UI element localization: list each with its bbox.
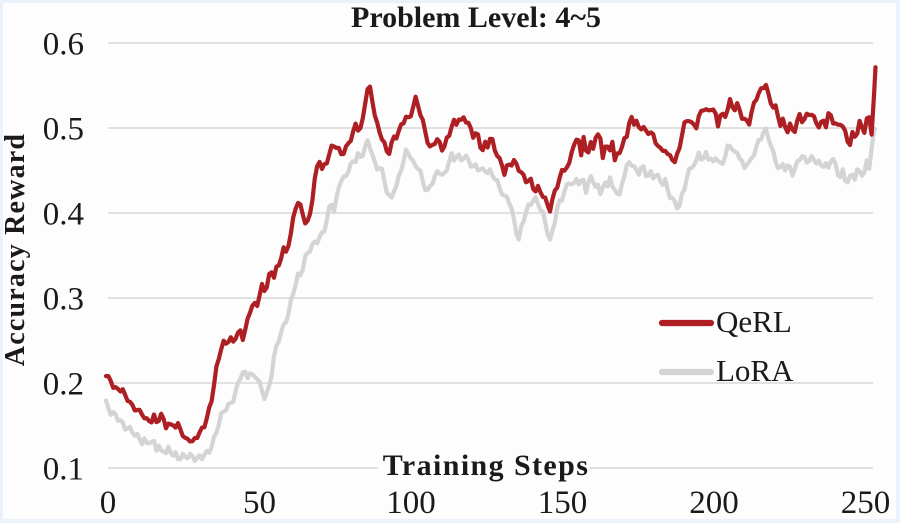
svg-text:LoRA: LoRA: [716, 353, 794, 388]
svg-text:100: 100: [386, 485, 436, 521]
svg-text:0.3: 0.3: [43, 282, 84, 318]
svg-text:150: 150: [538, 485, 588, 521]
svg-text:200: 200: [689, 485, 739, 521]
svg-text:Problem Level: 4~5: Problem Level: 4~5: [351, 1, 601, 34]
svg-text:Accuracy Reward: Accuracy Reward: [0, 133, 31, 366]
svg-text:0.4: 0.4: [43, 197, 84, 233]
svg-text:Training Steps: Training Steps: [383, 449, 590, 482]
svg-text:50: 50: [243, 485, 276, 521]
svg-text:QeRL: QeRL: [716, 304, 792, 339]
svg-text:0.6: 0.6: [43, 27, 84, 63]
svg-text:0.1: 0.1: [43, 452, 84, 488]
svg-text:0.2: 0.2: [43, 367, 84, 403]
svg-text:0: 0: [100, 485, 117, 521]
svg-text:250: 250: [841, 485, 891, 521]
svg-text:0.5: 0.5: [43, 112, 84, 148]
